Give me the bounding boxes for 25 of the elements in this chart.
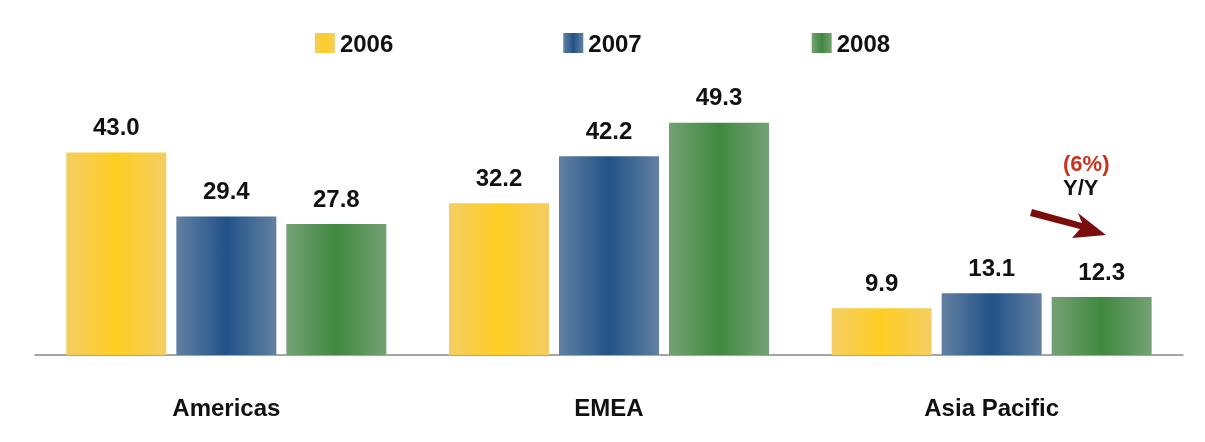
data-label: 9.9 bbox=[864, 268, 899, 296]
x-tick-label: Asia Pacific bbox=[924, 393, 1060, 421]
data-label: 32.2 bbox=[475, 163, 523, 191]
data-label: 49.3 bbox=[695, 83, 743, 111]
bar bbox=[1051, 297, 1152, 355]
data-label: 29.4 bbox=[202, 176, 251, 204]
legend-label: 2008 bbox=[836, 29, 891, 57]
legend-label: 2006 bbox=[339, 29, 394, 57]
annotation: (6%) bbox=[1063, 150, 1110, 176]
legend-label: 2007 bbox=[588, 29, 642, 57]
bar bbox=[941, 293, 1042, 355]
bar bbox=[176, 216, 277, 355]
bar bbox=[559, 156, 659, 355]
bar bbox=[831, 308, 932, 355]
data-label: 27.8 bbox=[312, 184, 360, 212]
data-label: 12.3 bbox=[1078, 257, 1126, 285]
x-tick-label: EMEA bbox=[574, 393, 644, 421]
data-label: 13.1 bbox=[968, 253, 1016, 281]
bar bbox=[286, 224, 387, 355]
x-tick-label: Americas bbox=[172, 393, 281, 421]
bar bbox=[669, 122, 769, 355]
bar bbox=[449, 203, 549, 355]
data-label: 42.2 bbox=[585, 116, 633, 144]
data-label: 43.0 bbox=[92, 112, 140, 140]
bar bbox=[66, 152, 167, 355]
